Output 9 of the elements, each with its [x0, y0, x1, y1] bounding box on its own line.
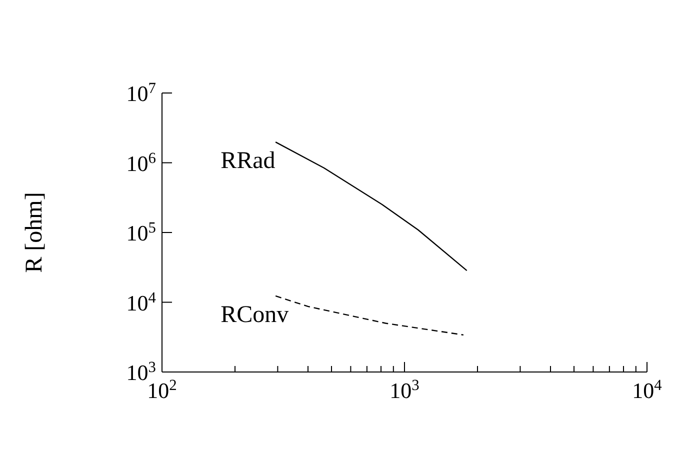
- x-tick-label: 10$^{3}$: [390, 376, 420, 403]
- y-tick-label: 10$^{5}$: [126, 219, 156, 246]
- series-label: RRad: [220, 148, 276, 174]
- y-axis-title: R [ohm]: [22, 192, 48, 273]
- y-tick-label: 10$^{6}$: [126, 149, 156, 176]
- y-tick-label: 10$^{7}$: [126, 80, 156, 106]
- x-tick-label: 10$^{4}$: [632, 376, 662, 403]
- y-tick-label: 10$^{4}$: [126, 288, 156, 316]
- series-label: RConv: [220, 302, 289, 328]
